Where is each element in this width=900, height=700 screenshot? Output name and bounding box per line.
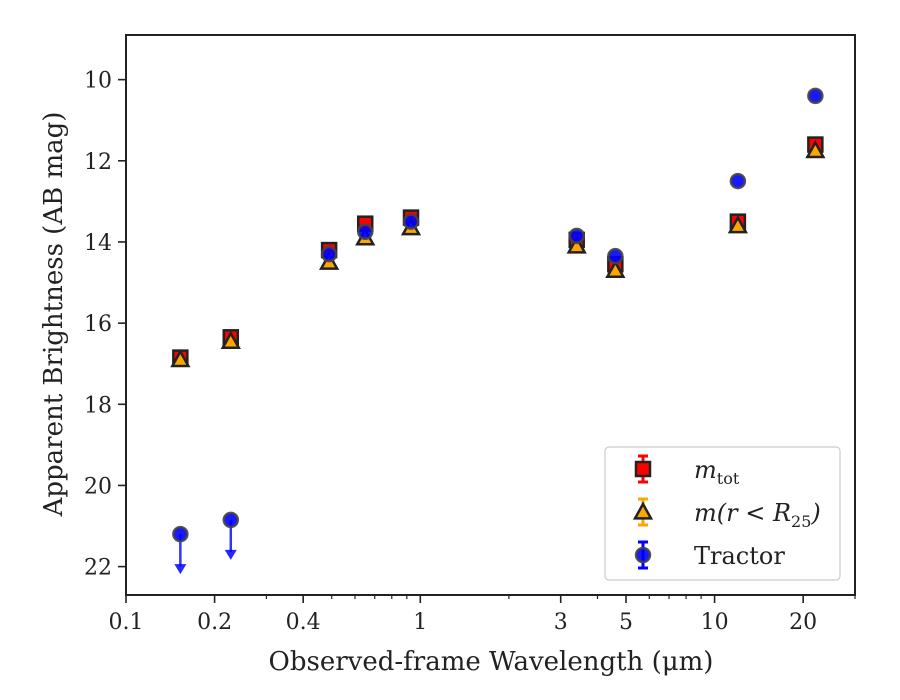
tractor-point (607, 247, 624, 265)
legend-label-sub: tot (717, 469, 740, 488)
tractor-point (729, 172, 747, 190)
legend-label-sub: 25 (791, 512, 811, 531)
upper-limit-arrowhead (174, 564, 187, 575)
mr25-point (220, 330, 241, 350)
legend-label-main: m(r < R (694, 499, 791, 527)
legend-marker (634, 460, 652, 478)
y-tick-label: 22 (84, 556, 112, 581)
tractor-point (807, 87, 824, 105)
ticks-layer: 0.1 0.2 0.4 1 3 5 10 20 10 12 14 16 18 20 22 (84, 69, 856, 635)
mr25-point (727, 215, 749, 234)
tractor-point (320, 245, 338, 263)
mr25-point (170, 349, 191, 368)
legend-marker (634, 546, 652, 564)
upper-limit-arrowhead (224, 549, 237, 560)
legend-label: Tractor (694, 542, 785, 570)
y-axis-label: Apparent Brightness (AB mag) (39, 112, 69, 518)
legend-label: m(r < R25) (694, 499, 821, 531)
x-tick-label: 0.1 (109, 610, 144, 635)
tractor-point (222, 511, 240, 529)
x-tick-label: 5 (619, 610, 633, 635)
y-tick-label: 18 (84, 393, 112, 418)
x-axis-label: Observed-frame Wavelength (μm) (269, 647, 714, 677)
x-tick-label: 3 (554, 610, 568, 635)
tractor-point (172, 525, 189, 543)
y-tick-label: 14 (84, 231, 112, 256)
plot-frame (125, 34, 856, 596)
y-tick-label: 10 (84, 69, 112, 94)
mr25-point (605, 259, 626, 279)
y-tick-label: 12 (84, 150, 112, 175)
tractor-point (568, 227, 585, 245)
tractor-point (356, 223, 374, 241)
legend: mtot m(r < R25) Tractor (604, 446, 841, 581)
x-tick-label: 0.4 (286, 610, 321, 635)
x-tick-label: 10 (701, 610, 729, 635)
x-tick-label: 1 (413, 610, 427, 635)
mr25-point (805, 140, 826, 159)
legend-label-text: Tractor (694, 542, 785, 570)
legend-label-main: m (694, 456, 717, 484)
marks-layer (170, 87, 826, 575)
legend-box (604, 446, 841, 581)
tractor-point (402, 213, 420, 230)
legend-marker (632, 501, 654, 520)
mr25-point (566, 235, 587, 254)
legend-label: mtot (694, 456, 740, 488)
x-tick-label: 0.2 (197, 610, 232, 635)
legend-label-text: ) (810, 499, 820, 527)
y-tick-label: 16 (84, 312, 112, 337)
x-tick-label: 20 (789, 610, 817, 635)
y-tick-label: 20 (84, 474, 112, 499)
